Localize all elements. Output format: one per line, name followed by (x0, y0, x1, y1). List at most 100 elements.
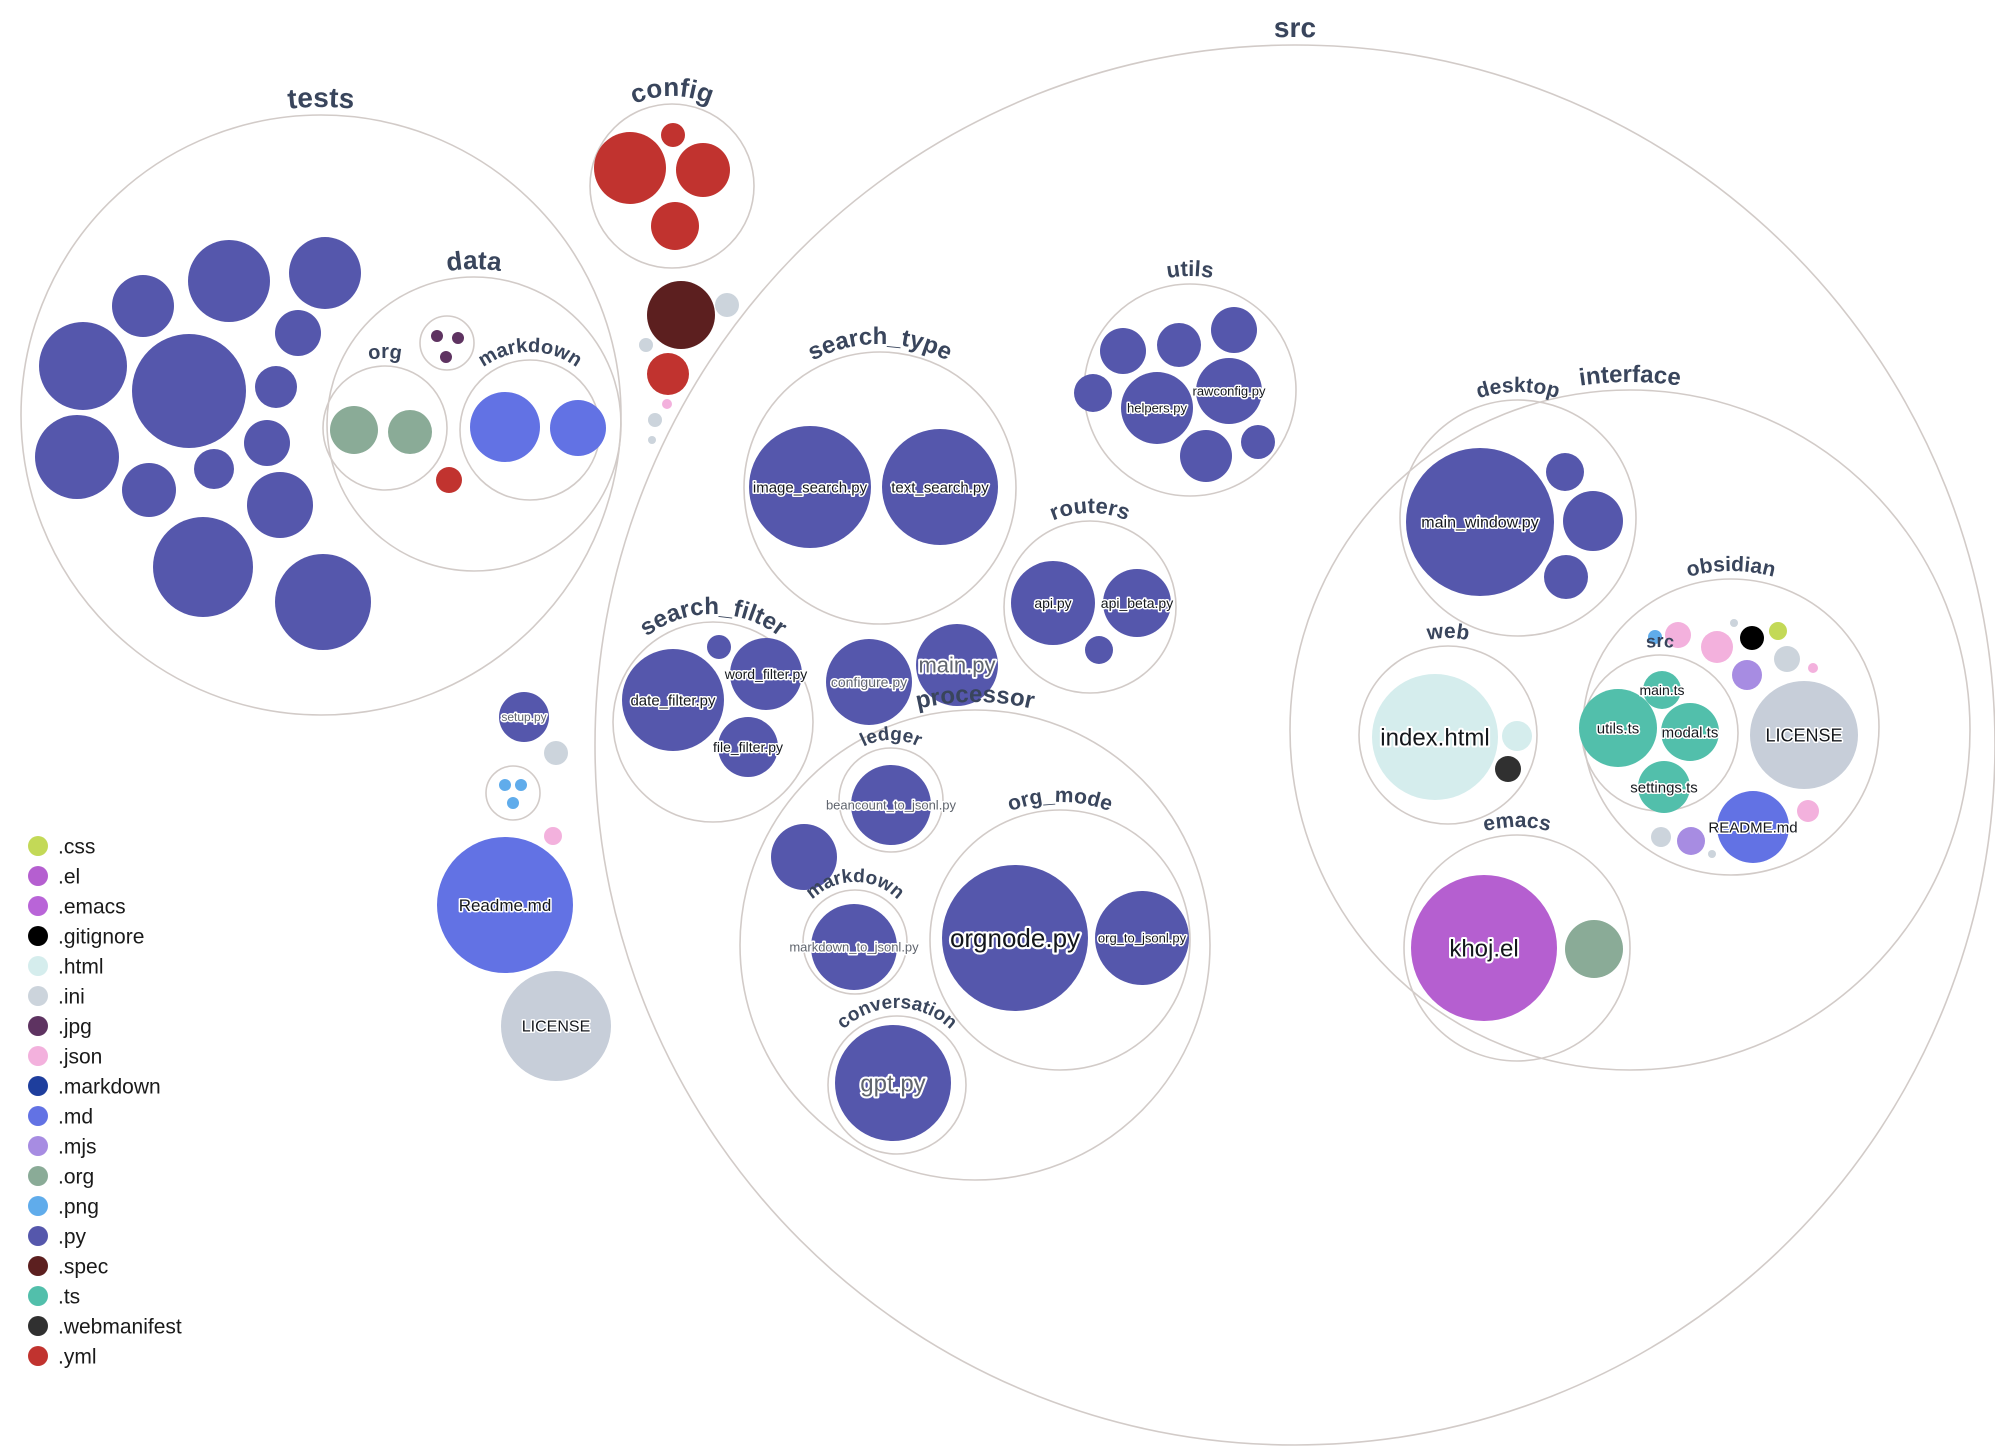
utils-py-2-circle (1157, 323, 1201, 367)
file-modal-ts-label: modal.ts (1662, 724, 1719, 741)
dir-web-circle (1358, 645, 1538, 825)
data-org-file-1-circle (330, 406, 378, 454)
root-png-1-circle (499, 779, 511, 791)
utils-py-6-circle (1241, 425, 1275, 459)
tests-py-10-circle (122, 463, 176, 517)
file-gpt-py-label: gpt.py (860, 1070, 925, 1097)
data-md-2-circle (550, 400, 606, 456)
file-readme-md-obsidian-circle (1717, 791, 1789, 863)
legend-dot-gitignore (28, 926, 48, 946)
dir-interface-label: interface (1577, 361, 1682, 392)
file-configure-py-label: configure.py (831, 674, 907, 690)
data-yml-file-circle (436, 467, 462, 493)
file-license-root-circle (501, 971, 611, 1081)
dir-data-org-circle (322, 365, 448, 491)
file-org-to-jsonl-py-label: org_to_jsonl.py (1098, 931, 1187, 946)
legend-dot-ts (28, 1286, 48, 1306)
file-date-filter-py-circle (622, 649, 724, 751)
root-json-2-circle (544, 827, 562, 845)
file-date-filter-py-label: date_filter.py (630, 692, 716, 709)
file-api-py-circle (1011, 561, 1095, 645)
dir-utils-label: utils (1165, 256, 1216, 283)
obsidian-json-tiny-circle (1808, 663, 1818, 673)
obsidian-png-1-circle (1648, 630, 1662, 644)
legend-label-el: .el (58, 865, 80, 888)
obsidian-ini-tiny-1-circle (1730, 619, 1738, 627)
legend-dot-png (28, 1196, 48, 1216)
file-readme-md-root-label: Readme.md (459, 896, 552, 915)
tests-py-5-circle (132, 334, 246, 448)
file-markdown-to-jsonl-py-circle (811, 904, 897, 990)
legend-dot-org (28, 1166, 48, 1186)
obsidian-mjs-2-circle (1677, 827, 1705, 855)
dir-src-label: src (1274, 12, 1317, 43)
legend-dot-json (28, 1046, 48, 1066)
file-org-to-jsonl-py-circle (1095, 891, 1189, 985)
file-setup-py-circle (499, 692, 549, 742)
root-png-3-circle (507, 797, 519, 809)
file-beancount-to-jsonl-py-label: beancount_to_jsonl.py (826, 798, 957, 813)
utils-py-4-circle (1074, 374, 1112, 412)
web-html-small-circle (1502, 721, 1532, 751)
dir-data-circle (326, 276, 622, 572)
file-setup-py-label: setup.py (501, 710, 546, 724)
obsidian-ini-2-circle (1651, 827, 1671, 847)
legend-label-gitignore: .gitignore (58, 925, 144, 948)
file-utils-ts-circle (1579, 689, 1657, 767)
legend-label-py: .py (58, 1225, 87, 1248)
file-word-filter-py-label: word_filter.py (724, 666, 807, 682)
dir-search-type-label: search_type (804, 323, 957, 366)
root-png-2-circle (515, 779, 527, 791)
data-jpg-2-circle (452, 332, 464, 344)
legend-label-org: .org (58, 1165, 94, 1188)
dir-conversation-circle (827, 1015, 967, 1155)
dir-emacs-label: emacs (1481, 809, 1554, 836)
utils-py-3-circle (1211, 307, 1257, 353)
file-beancount-to-jsonl-py-circle (851, 765, 931, 845)
legend-label-css: .css (58, 835, 95, 858)
processor-py-1-circle (771, 824, 837, 890)
file-text-search-py-label: text_search.py (891, 479, 989, 496)
tests-py-2-circle (289, 237, 361, 309)
file-rawconfig-py-circle (1196, 358, 1262, 424)
file-markdown-to-jsonl-py-label: markdown_to_jsonl.py (789, 940, 919, 955)
dir-data-org-label: org (367, 341, 404, 365)
config-yml-3-circle (676, 143, 730, 197)
dir-config-circle (589, 103, 755, 269)
legend-dot-py (28, 1226, 48, 1246)
dir-search-filter-label: search_filter (635, 593, 792, 642)
file-readme-md-root-circle (437, 837, 573, 973)
file-khoj-el-label: khoj.el (1449, 935, 1518, 962)
search-filter-py-small-circle (707, 635, 731, 659)
legend-label-webmanifest: .webmanifest (58, 1315, 182, 1338)
obsidian-ini-1-circle (1774, 646, 1800, 672)
legend-label-yml: .yml (58, 1345, 97, 1368)
dir-tests-label: tests (286, 82, 356, 115)
file-license-root-label: LICENSE (522, 1019, 590, 1036)
file-index-html-circle (1372, 674, 1498, 800)
file-helpers-py-label: helpers.py (1127, 401, 1187, 416)
legend-label-ts: .ts (58, 1285, 80, 1308)
root-ini-2-circle (639, 338, 653, 352)
legend-label-ini: .ini (58, 985, 85, 1008)
data-jpg-1-circle (431, 330, 443, 342)
data-org-file-2-circle (388, 410, 432, 454)
root-ini-1-circle (715, 293, 739, 317)
file-main-py-label: main.py (918, 653, 995, 678)
legend-dot-css (28, 836, 48, 856)
file-configure-py-circle (826, 639, 912, 725)
config-yml-4-circle (651, 202, 699, 250)
file-utils-ts-label: utils.ts (1597, 720, 1640, 737)
legend-label-png: .png (58, 1195, 99, 1218)
file-settings-ts-circle (1638, 761, 1690, 813)
legend-label-html: .html (58, 955, 104, 978)
legend-label-spec: .spec (58, 1255, 108, 1278)
dir-org-mode-label: org_mode (1005, 784, 1116, 816)
data-md-1-circle (470, 392, 540, 462)
file-main-window-py-circle (1406, 448, 1554, 596)
file-rawconfig-py-label: rawconfig.py (1193, 384, 1266, 399)
web-webmanifest-circle (1495, 756, 1521, 782)
file-license-obsidian-label: LICENSE (1765, 725, 1842, 745)
